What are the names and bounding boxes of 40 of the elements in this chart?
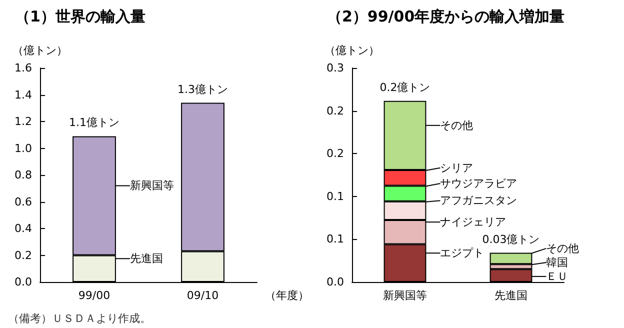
total-label: 1.3億トン bbox=[178, 82, 228, 96]
legend-label: ＥＵ bbox=[546, 270, 568, 283]
legend-label: サウジアラビア bbox=[440, 177, 518, 190]
y-tick-label: 0.4 bbox=[14, 222, 32, 235]
y-axis-title: （億トン） bbox=[12, 44, 68, 57]
legend-label: ナイジェリア bbox=[440, 216, 506, 229]
legend-label: 韓国 bbox=[546, 256, 568, 269]
y-tick-label: 1.6 bbox=[14, 62, 32, 74]
legend-label: 先進国 bbox=[130, 252, 163, 266]
total-label: 0.2億トン bbox=[380, 80, 430, 94]
chart-title: （1）世界の輸入量 bbox=[15, 8, 146, 26]
legend-label: シリア bbox=[440, 161, 474, 174]
y-tick-label: 0.8 bbox=[14, 168, 32, 182]
y-tick-label: 1.4 bbox=[14, 88, 32, 102]
y-tick-label: 0.2 bbox=[326, 147, 344, 160]
legend-label: その他 bbox=[546, 242, 580, 255]
x-tick-label: 99/00 bbox=[78, 289, 110, 302]
y-tick-label: 0.1 bbox=[326, 232, 344, 246]
y-tick-label: 0.2 bbox=[326, 104, 344, 118]
x-axis-title: （年度） bbox=[265, 289, 309, 302]
y-tick-label: 0.1 bbox=[326, 190, 344, 203]
y-tick-label: 1.0 bbox=[14, 142, 32, 155]
total-label: 0.03億トン bbox=[482, 232, 540, 246]
chart-title: （2）99/00年度からの輸入増加量 bbox=[327, 8, 565, 26]
total-label: 1.1億トン bbox=[69, 116, 120, 130]
x-tick-label: 先進国 bbox=[494, 289, 528, 302]
y-tick-label: 0.2 bbox=[14, 248, 32, 262]
legend-label: エジプト bbox=[440, 246, 484, 260]
x-tick-label: 新興国等 bbox=[383, 289, 427, 302]
y-tick-label: 0.0 bbox=[14, 276, 32, 288]
y-tick-label: 0.0 bbox=[326, 276, 344, 288]
y-tick-label: 0.6 bbox=[14, 195, 32, 208]
y-axis-title: （億トン） bbox=[324, 44, 380, 57]
y-tick-label: 0.3 bbox=[326, 62, 344, 74]
text: （備考）ＵＳＤＡより作成。 bbox=[8, 312, 151, 325]
legend-label: アフガニスタン bbox=[440, 194, 518, 208]
legend-label: 新興国等 bbox=[130, 179, 174, 192]
legend-label: その他 bbox=[440, 118, 474, 132]
x-tick-label: 09/10 bbox=[186, 289, 219, 302]
y-tick-label: 1.2 bbox=[14, 115, 32, 128]
